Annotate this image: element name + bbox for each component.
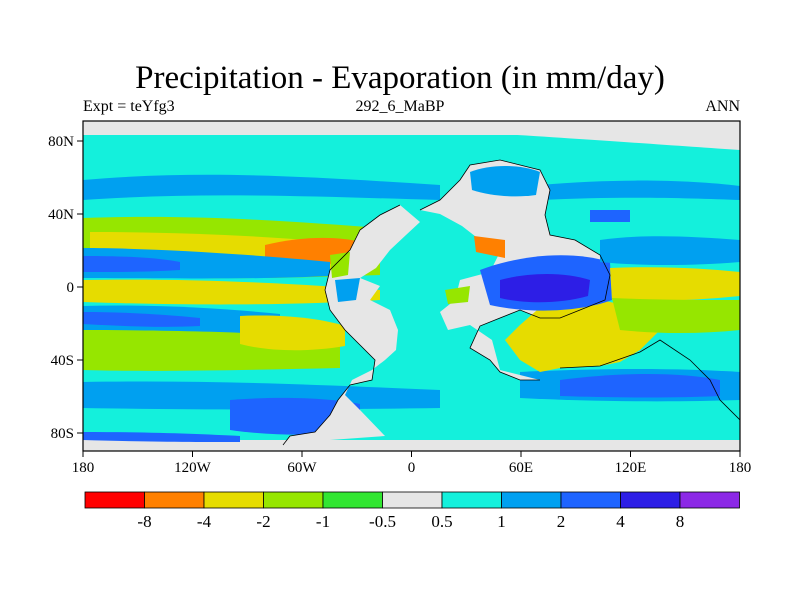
arctic-gray-east (470, 121, 740, 150)
patch-east-yellow (610, 267, 740, 301)
x-tick-labels: 180 120W 60W 0 60E 120E 180 (72, 460, 752, 476)
antarctic-blue-band (83, 432, 240, 442)
colorbar-box (679, 491, 740, 509)
land-americas (283, 205, 420, 445)
colorbar-box (620, 491, 681, 509)
y-axis (77, 140, 83, 434)
patch-americas-blue (335, 278, 360, 302)
y-tick-label: 80N (48, 134, 74, 150)
band-blue-north (83, 174, 440, 200)
y-tick-labels: 80N 40N 0 40S 80S (48, 134, 74, 442)
x-tick-label: 180 (72, 460, 95, 476)
field-layer (83, 121, 740, 451)
itcz-west-blue (83, 256, 180, 272)
band-blue-north-east (540, 180, 740, 200)
colorbar-label: 2 (557, 512, 566, 531)
season-label: ANN (705, 98, 740, 115)
colorbar-label: -8 (137, 512, 151, 531)
patch-east-north-lightblue (600, 236, 740, 265)
patch-americas-green (330, 252, 350, 278)
x-tick-label: 120E (615, 460, 647, 476)
patch-arctic-blue (470, 166, 540, 197)
patch-north-lake (590, 210, 630, 222)
colorbar-box (203, 491, 264, 509)
equator-yellow (83, 279, 380, 305)
y-tick-label: 0 (67, 280, 75, 296)
experiment-label: Expt = teYfg3 (83, 98, 175, 115)
colorbar-label: 4 (616, 512, 625, 531)
colorbar-box (382, 491, 443, 509)
patch-africa-green (445, 286, 470, 304)
y-tick-label: 80S (51, 426, 74, 442)
colorbar-box (560, 491, 621, 509)
x-tick-label: 60W (287, 460, 317, 476)
colorbar-labels: -8 -4 -2 -1 -0.5 0.5 1 2 4 8 (137, 512, 684, 531)
y-tick-label: 40S (51, 353, 74, 369)
colorbar-box (84, 491, 145, 509)
southern-ocean-east-blue (560, 374, 720, 398)
colorbar-label: 8 (676, 512, 685, 531)
patch-east-green (612, 298, 740, 333)
colorbar-box (144, 491, 205, 509)
colorbar-label: 0.5 (431, 512, 452, 531)
colorbar-box (263, 491, 324, 509)
map-title: Precipitation - Evaporation (in mm/day) (135, 60, 665, 96)
colorbar-label: 1 (497, 512, 506, 531)
x-axis (82, 451, 741, 457)
patch-east-darkblue (500, 274, 590, 303)
x-tick-label: 120W (174, 460, 212, 476)
patch-mid-orange (474, 236, 505, 258)
colorbar-label: -2 (256, 512, 270, 531)
colorbar (84, 491, 740, 509)
south-tropic-blue (83, 312, 200, 327)
x-tick-label: 180 (729, 460, 752, 476)
coastlines (282, 159, 740, 446)
time-label: 292_6_MaBP (355, 98, 445, 115)
colorbar-box (441, 491, 502, 509)
antarctic-gray (83, 440, 740, 451)
x-tick-label: 60E (509, 460, 533, 476)
colorbar-label: -0.5 (369, 512, 396, 531)
y-tick-label: 40N (48, 207, 74, 223)
colorbar-box (501, 491, 562, 509)
colorbar-label: -1 (316, 512, 330, 531)
colorbar-label: -4 (197, 512, 212, 531)
x-tick-label: 0 (408, 460, 416, 476)
colorbar-box (322, 491, 383, 509)
subtropic-south-yellow (240, 315, 345, 351)
